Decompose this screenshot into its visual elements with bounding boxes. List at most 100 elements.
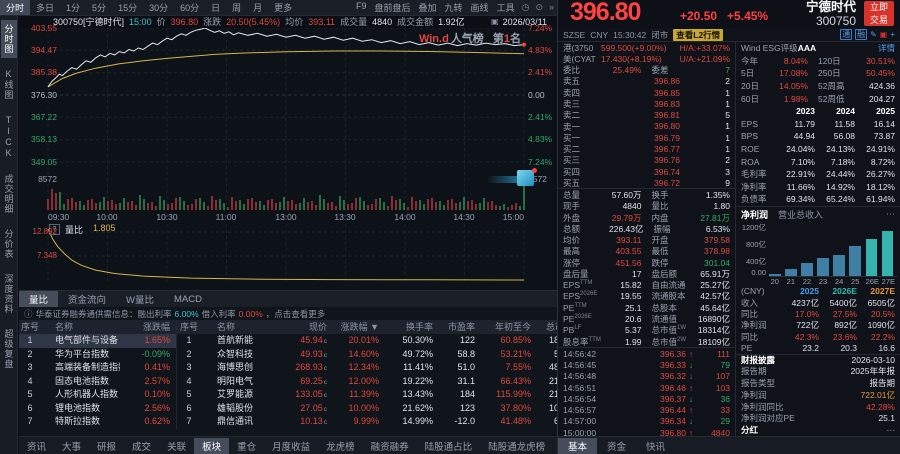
toolbar-action[interactable]: 九转 [444, 3, 463, 13]
snapshot-icon[interactable]: ▣ [491, 17, 499, 26]
stock-row[interactable]: 2 众智科技 49.93c 14.60% 49.72% 58.8 53.21% … [177, 348, 577, 362]
bid-row[interactable]: 买四 396.74 3 [558, 166, 735, 177]
tick-row[interactable]: 14:56:42 396.36 ↑ 111 [558, 348, 735, 359]
tick-row[interactable]: 14:56:45 396.33 ↓ 79 [558, 359, 735, 370]
sidebar-item[interactable]: 分时图 [0, 20, 17, 58]
nav-tab[interactable]: 融资融券 [370, 441, 409, 453]
margin-notice-bar[interactable]: ⓘ 华泰证券融券通供需信息：融出利率 6.00% 借入利率 0.00% ，点击查… [19, 307, 557, 320]
tick-row[interactable]: 14:56:57 396.44 ↑ 33 [558, 405, 735, 416]
nav-tab[interactable]: 资讯 [27, 441, 47, 453]
nav-tab[interactable]: 月度收益 [272, 441, 311, 453]
trade-now-button[interactable]: 立即 交易 [864, 1, 894, 26]
period-tab[interactable]: 60分 [180, 3, 200, 13]
stock-row[interactable]: 6 雄韬股份 27.05c 10.00% 21.62% 123 37.80% 1… [177, 402, 577, 416]
quote-icon[interactable]: 融 [855, 29, 868, 40]
l2-quote-link[interactable]: 查看L2行情 [673, 28, 724, 41]
cross-listing-row[interactable]: 港(3750 599.500(+9.00%) H/A:+33.07% [558, 42, 735, 53]
tick-row[interactable]: 14:56:54 396.37 ↓ 36 [558, 393, 735, 404]
sector-row[interactable]: 1 电气部件与设备 1.65% [19, 334, 176, 348]
period-tab[interactable]: 1分 [66, 3, 81, 13]
forecast-col-2027e[interactable]: 2027E [870, 286, 895, 297]
col-name[interactable]: 名称 [55, 322, 74, 332]
indicator-tab[interactable]: 资金流向 [68, 295, 107, 306]
col-name[interactable]: 名称 [217, 322, 236, 332]
ask-row[interactable]: 卖五 396.86 2 [558, 76, 735, 87]
nav-tab[interactable]: 龙虎榜 [326, 441, 355, 453]
sidebar-item[interactable]: TICK [3, 115, 14, 159]
nav-tab[interactable]: 陆股通占比 [424, 441, 473, 453]
period-tab[interactable]: 更多 [274, 3, 293, 13]
period-tab[interactable]: 多日 [36, 3, 55, 13]
indicator-tab[interactable]: 量比 [19, 291, 59, 307]
toolbar-action[interactable]: F9 [355, 1, 367, 11]
ask-row[interactable]: 卖二 396.81 5 [558, 110, 735, 121]
nav-tab[interactable]: 大事 [62, 441, 82, 453]
indicator-tab[interactable]: MACD [174, 293, 202, 305]
profit-tab[interactable]: 营业总收入 [778, 209, 824, 220]
notice-more-link[interactable]: ，点击查看更多 [265, 308, 326, 319]
sector-row[interactable]: 5 人形机器人指数 0.10% [19, 388, 176, 402]
period-tab[interactable]: 15分 [118, 3, 138, 13]
period-tab[interactable]: 分时 [0, 0, 31, 15]
profit-tab[interactable]: 净利润 [741, 209, 769, 220]
tick-row[interactable]: 14:56:48 396.32 ↓ 107 [558, 371, 735, 382]
tick-row[interactable]: 14:57:00 396.34 ↓ 29 [558, 416, 735, 427]
stock-row[interactable]: 3 海博思创 268.93c 12.34% 11.41% 51.0 7.55% … [177, 361, 577, 375]
col-ytd[interactable]: 年初至今 [494, 322, 531, 332]
tick-row[interactable]: 14:56:51 396.46 ↑ 103 [558, 382, 735, 393]
bid-row[interactable]: 买一 396.79 1 [558, 132, 735, 143]
nav-tab[interactable]: 成交 [132, 441, 152, 453]
nav-tab[interactable]: 关联 [167, 441, 187, 453]
quote-icon[interactable]: + [890, 30, 895, 39]
col-pe[interactable]: 市盈率 [447, 322, 475, 332]
sector-row[interactable]: 4 固态电池指数 2.57% [19, 375, 176, 389]
indicator-tab[interactable]: W量比 [126, 295, 154, 306]
bid-row[interactable]: 买五 396.72 9 [558, 177, 735, 188]
stock-row[interactable]: 5 艾罗能源 133.05c 11.39% 13.43% 184 115.99%… [177, 388, 577, 402]
col-price[interactable]: 现价 [308, 322, 327, 332]
quote-panel-tab[interactable]: 基本 [558, 437, 598, 454]
quote-panel-tab[interactable]: 资金 [607, 441, 627, 453]
col-change-sort[interactable]: 涨跌幅 ▼ [340, 322, 379, 332]
sidebar-item[interactable]: 超级复盘 [3, 329, 14, 369]
bid-row[interactable]: 买三 396.76 2 [558, 155, 735, 166]
quote-icon[interactable]: ▣ [879, 30, 888, 39]
stock-row[interactable]: 7 鼎信通讯 10.13c 9.99% 14.99% -12.0 41.48% … [177, 415, 577, 429]
nav-tab[interactable]: 陆股通龙虎榜 [488, 441, 546, 453]
period-tab[interactable]: 30分 [149, 3, 169, 13]
toolbar-action[interactable]: 盘前盘后 [374, 3, 411, 13]
esg-detail-link[interactable]: 详情 [877, 43, 895, 54]
intraday-chart[interactable]: Win.d 人气榜 第1名 403.55 394.47 385.38 376.30 367… [19, 24, 557, 290]
col-index[interactable]: 序号 [20, 322, 39, 332]
sidebar-item[interactable]: 成交明细 [3, 174, 14, 214]
dividend-more-icon[interactable]: ⋯ [886, 424, 896, 435]
period-tab[interactable]: 月 [253, 3, 263, 13]
quote-icon[interactable]: ✎ [870, 30, 877, 39]
sidebar-item[interactable]: K线图 [3, 69, 14, 100]
col-index[interactable]: 序号 [179, 322, 198, 332]
col-turnover[interactable]: 换手率 [405, 322, 433, 332]
col-change[interactable]: 涨跌幅 [142, 322, 170, 332]
cross-listing-row[interactable]: 美(CYAT 17.430(+8.19%) U/A:+21.09% [558, 53, 735, 64]
toolbar-icon[interactable]: ◷ [521, 2, 530, 12]
forecast-col-2025[interactable]: 2025 [800, 286, 819, 297]
more-options-icon[interactable]: ⋯ [886, 208, 895, 219]
sector-row[interactable]: 3 高端装备制造指数 0.41% [19, 361, 176, 375]
toolbar-icon[interactable]: » [548, 2, 554, 12]
period-tab[interactable]: 日 [211, 3, 221, 13]
tick-row[interactable]: 15:00:00 396.80 ↑ 4840 [558, 427, 735, 438]
stock-row[interactable]: 4 明阳电气 69.25c 12.00% 19.22% 31.1 66.43% … [177, 375, 577, 389]
quote-icon[interactable]: 通 [840, 29, 853, 40]
toolbar-action[interactable]: 工具 [496, 3, 515, 13]
ask-row[interactable]: 卖三 396.83 1 [558, 98, 735, 109]
toolbar-icon[interactable]: ⊙ [535, 2, 543, 12]
toolbar-action[interactable]: 画线 [470, 3, 489, 13]
nav-tab[interactable]: 重仓 [237, 441, 257, 453]
period-tab[interactable]: 周 [232, 3, 242, 13]
ask-row[interactable]: 卖一 396.80 1 [558, 121, 735, 132]
sector-row[interactable]: 6 锂电池指数 2.56% [19, 402, 176, 416]
help-icon[interactable]: ? [49, 224, 60, 235]
sidebar-item[interactable]: 深度资料 [3, 274, 14, 314]
bid-row[interactable]: 买二 396.77 1 [558, 143, 735, 154]
sector-row[interactable]: 2 华为平台指数 -0.09% [19, 348, 176, 362]
